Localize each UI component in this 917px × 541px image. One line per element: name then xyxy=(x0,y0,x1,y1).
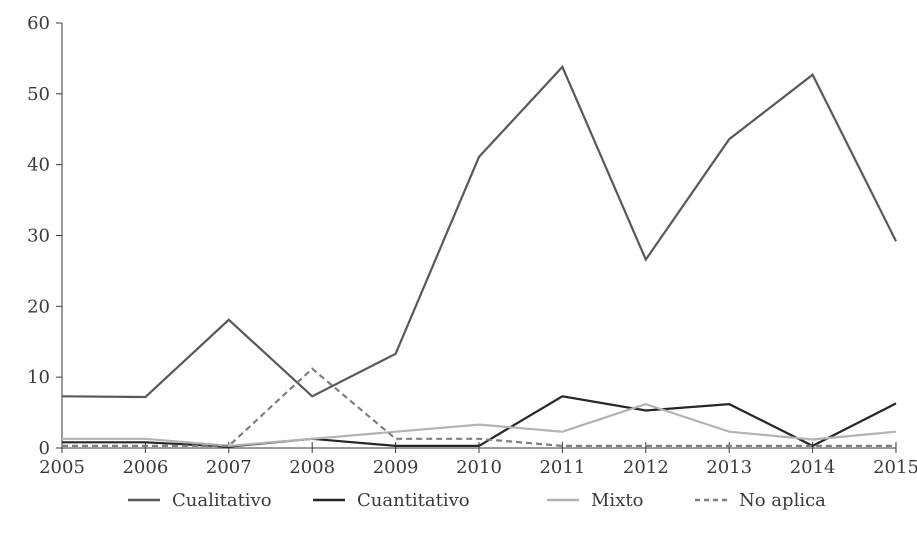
x-tick-label: 2006 xyxy=(122,457,168,478)
x-tick-label: 2010 xyxy=(456,457,502,478)
x-tick-label: 2005 xyxy=(39,457,85,478)
series-line-no-aplica xyxy=(62,367,896,447)
x-tick-label: 2007 xyxy=(206,457,252,478)
series-line-mixto xyxy=(62,402,897,448)
x-tick-label: 2013 xyxy=(706,457,752,478)
legend-label: No aplica xyxy=(739,490,826,511)
x-tick-label: 2014 xyxy=(790,457,836,478)
x-tick-label: 2015 xyxy=(873,457,917,478)
y-tick-label: 60 xyxy=(27,13,50,34)
axes: 0 10 20 30 40 50 60 2005 2006 2007 2008 2009 2010 201… xyxy=(27,13,917,478)
x-tick-label: 2009 xyxy=(373,457,419,478)
x-tick-label: 2012 xyxy=(623,457,669,478)
series-layer xyxy=(61,64,897,448)
y-tick-label: 0 xyxy=(39,438,50,459)
y-tick-label: 40 xyxy=(27,155,50,176)
series-line-cuantitativo xyxy=(62,395,897,448)
legend-label: Cualitativo xyxy=(172,490,272,511)
legend-label: Mixto xyxy=(591,490,643,511)
x-tick-label: 2011 xyxy=(539,457,585,478)
y-tick-label: 50 xyxy=(27,84,50,105)
series-line-cualitativo xyxy=(61,64,897,399)
legend: Cualitativo Cuantitativo Mixto No aplica xyxy=(128,490,826,511)
legend-label: Cuantitativo xyxy=(357,490,470,511)
y-tick-label: 30 xyxy=(27,226,50,247)
y-tick-label: 10 xyxy=(27,367,50,388)
y-tick-label: 20 xyxy=(27,296,50,317)
x-tick-label: 2008 xyxy=(289,457,335,478)
